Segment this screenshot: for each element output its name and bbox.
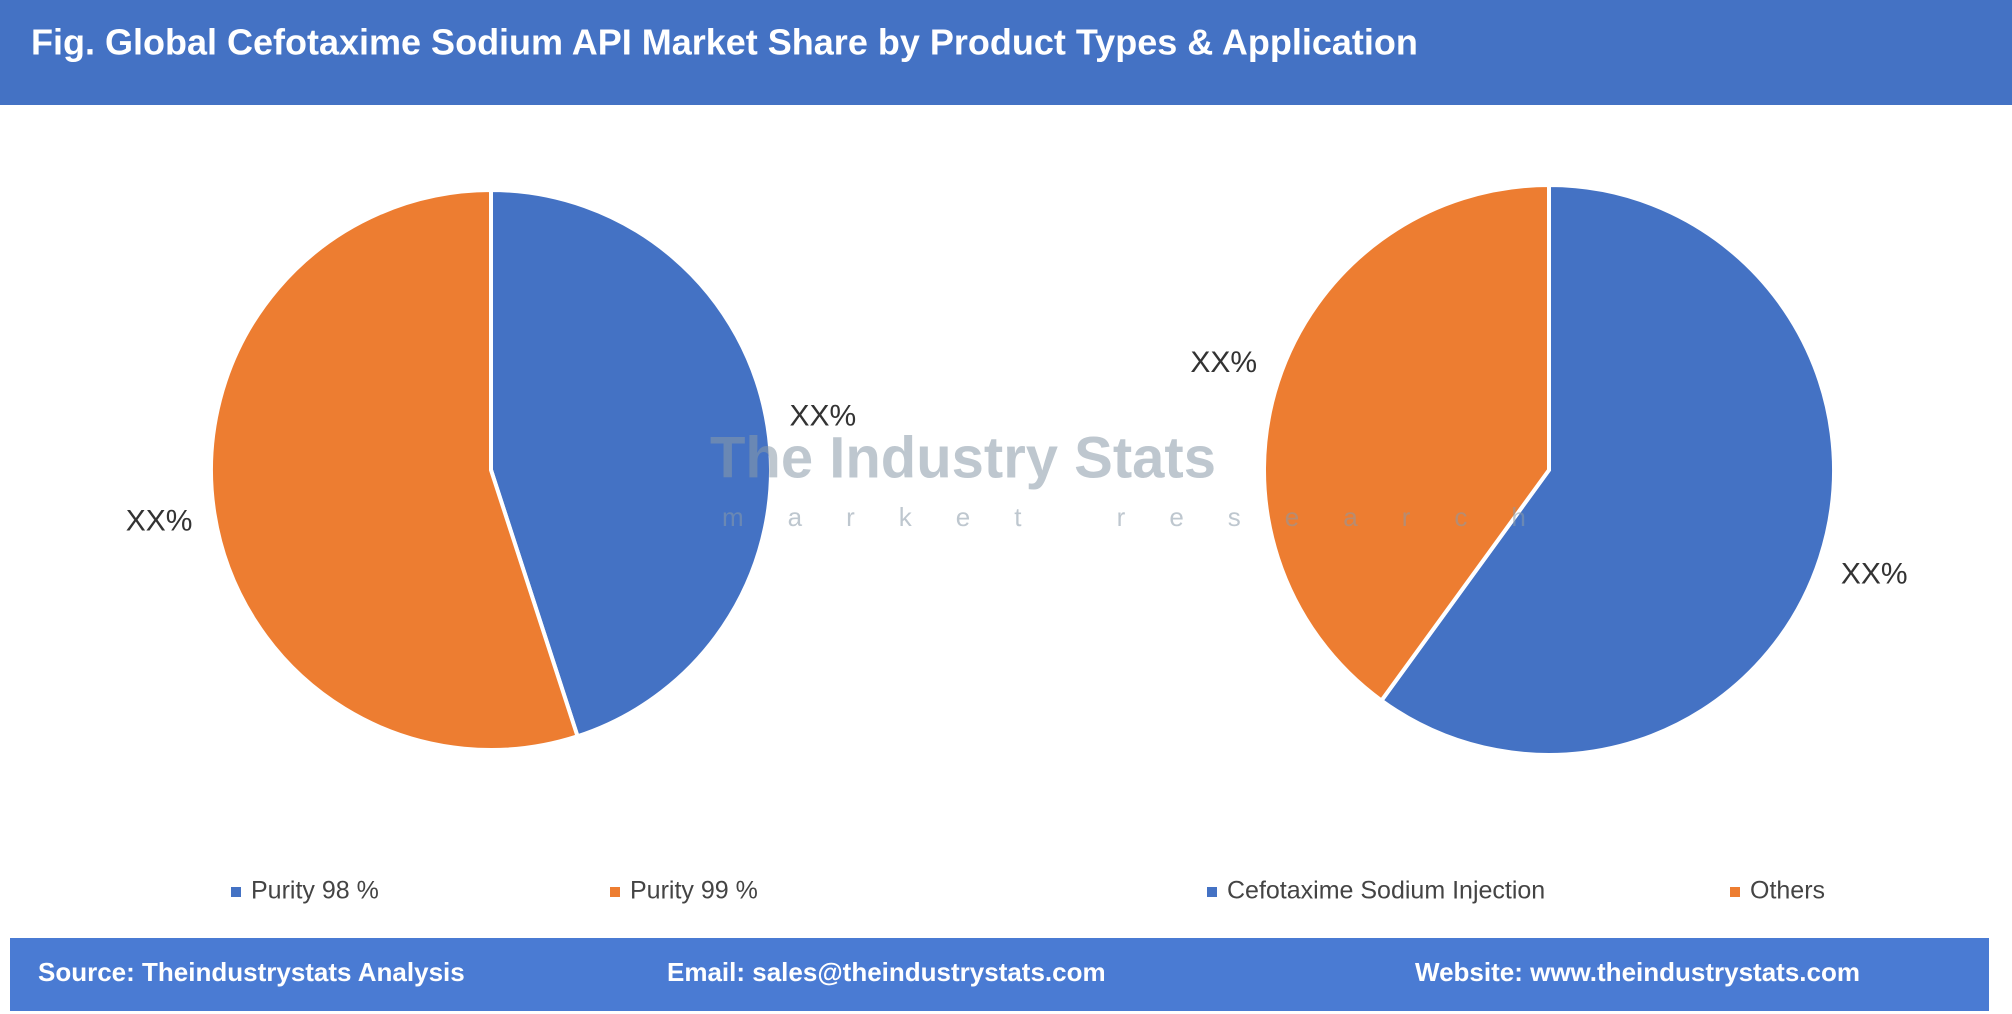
legend-swatch xyxy=(231,887,241,897)
watermark: The Industry Stats xyxy=(710,425,1216,490)
legend-label: Others xyxy=(1750,877,1825,905)
footer-website: Website: www.theindustrystats.com xyxy=(1415,957,1860,987)
legend-label: Purity 98 % xyxy=(251,877,379,905)
header-band xyxy=(0,0,2012,105)
legend-swatch xyxy=(1730,887,1740,897)
pie-slice xyxy=(1378,182,1836,757)
legend-label: Purity 99 % xyxy=(630,877,758,905)
legend-swatch xyxy=(1207,887,1217,897)
watermark-tagline: market research xyxy=(722,502,1570,532)
footer-email: Email: sales@theindustrystats.com xyxy=(667,957,1106,987)
footer-band xyxy=(10,938,1989,1011)
footer-source: Source: Theindustrystats Analysis xyxy=(38,957,465,987)
data-label: XX% xyxy=(126,504,193,537)
pie-slice xyxy=(489,187,773,739)
data-label: XX% xyxy=(790,399,857,432)
data-label: XX% xyxy=(1841,558,1908,591)
legend-label: Cefotaxime Sodium Injection xyxy=(1227,877,1545,905)
pie-slice xyxy=(209,187,581,752)
legend-swatch xyxy=(610,887,620,897)
chart-title: Fig. Global Cefotaxime Sodium API Market… xyxy=(31,22,1418,63)
pie-slice xyxy=(1262,182,1551,704)
pies: XX% Purity 98 % XX% Purity 99 % XX% Cefotaxim… xyxy=(126,182,1908,905)
data-label: XX% xyxy=(1190,346,1257,379)
